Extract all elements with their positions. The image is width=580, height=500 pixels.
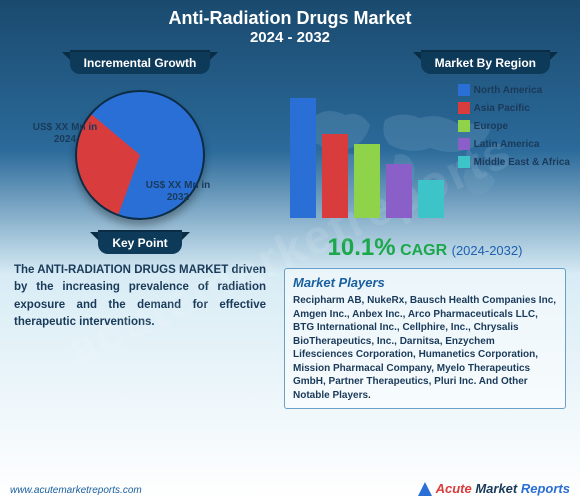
region-banner: Market By Region — [421, 50, 550, 74]
pie-label-2024: US$ XX Mn in 2024 — [30, 122, 100, 146]
bars-container — [290, 98, 444, 218]
bar — [322, 134, 348, 218]
footer-url: www.acutemarketreports.com — [10, 485, 142, 496]
cagr-percent: 10.1% — [328, 234, 396, 261]
keypoint-banner: Key Point — [98, 230, 181, 254]
bar — [354, 144, 380, 218]
region-bar-chart: North America Asia Pacific Europe Latin Ame… — [280, 80, 570, 230]
header: Anti-Radiation Drugs Market 2024 - 2032 — [0, 0, 580, 50]
players-heading: Market Players — [293, 275, 557, 290]
legend-item: Latin America — [458, 138, 570, 150]
cagr-range: (2024-2032) — [452, 243, 523, 258]
bar — [418, 180, 444, 218]
legend-item: Middle East & Africa — [458, 156, 570, 168]
players-text: Recipharm AB, NukeRx, Bausch Health Comp… — [293, 294, 557, 402]
footer: www.acutemarketreports.com Acute Market … — [0, 481, 580, 496]
cagr-label: CAGR — [400, 242, 447, 259]
legend-item: North America — [458, 84, 570, 96]
bar — [290, 98, 316, 218]
bar — [386, 164, 412, 218]
cagr-block: 10.1% CAGR (2024-2032) — [280, 234, 570, 262]
market-players-box: Market Players Recipharm AB, NukeRx, Bau… — [284, 268, 566, 409]
pie-chart: US$ XX Mn in 2024 US$ XX Mn in 2032 — [10, 80, 270, 230]
legend-item: Asia Pacific — [458, 102, 570, 114]
brand-logo: Acute Market Reports — [418, 481, 570, 496]
logo-triangle-icon — [418, 482, 432, 496]
subtitle-years: 2024 - 2032 — [0, 29, 580, 46]
title: Anti-Radiation Drugs Market — [0, 8, 580, 29]
pie-label-2032: US$ XX Mn in 2032 — [138, 180, 218, 204]
legend-item: Europe — [458, 120, 570, 132]
incremental-banner: Incremental Growth — [70, 50, 211, 74]
region-legend: North America Asia Pacific Europe Latin Ame… — [458, 84, 570, 174]
logo-text: Acute Market Reports — [436, 481, 570, 496]
keypoint-text: The ANTI-RADIATION DRUGS MARKET driven b… — [10, 254, 270, 339]
